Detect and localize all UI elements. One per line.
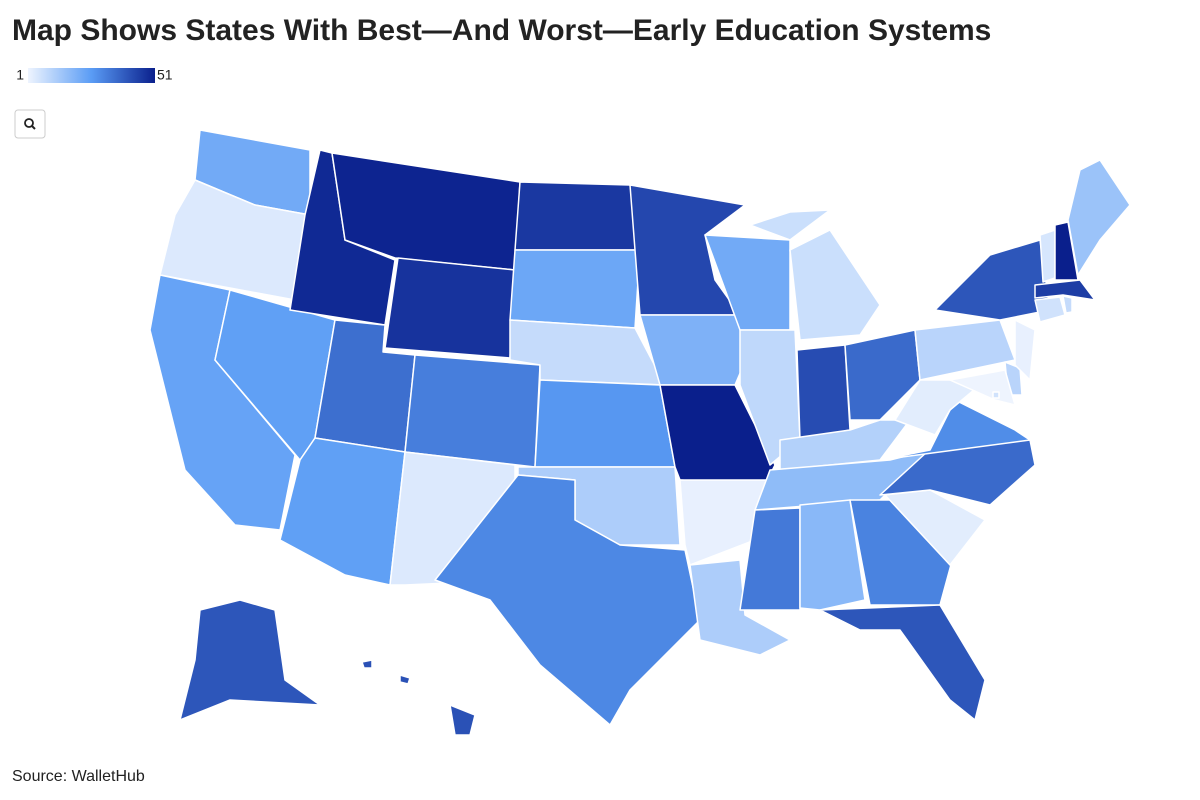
state bbox=[279, 437, 406, 586]
state bbox=[514, 181, 641, 251]
color-bar bbox=[28, 68, 155, 83]
state bbox=[749, 209, 881, 341]
state bbox=[534, 379, 676, 468]
search-button[interactable] bbox=[14, 109, 46, 139]
state bbox=[679, 479, 771, 566]
title: Map Shows States With Best—And Worst—Ear… bbox=[12, 14, 991, 47]
color-bar-label: 51 bbox=[157, 67, 173, 83]
color-bar-label: 1 bbox=[16, 67, 24, 83]
states bbox=[149, 129, 1131, 736]
state bbox=[1034, 279, 1096, 301]
state bbox=[796, 344, 851, 441]
state bbox=[799, 499, 866, 611]
source: Source: WalletHub bbox=[12, 768, 145, 785]
state bbox=[992, 391, 1000, 399]
state bbox=[639, 314, 751, 386]
state bbox=[179, 599, 321, 721]
state bbox=[1034, 296, 1066, 323]
state bbox=[404, 354, 541, 468]
state bbox=[384, 257, 516, 359]
state bbox=[509, 249, 641, 329]
state bbox=[1067, 159, 1131, 276]
state bbox=[1054, 221, 1079, 281]
state bbox=[819, 604, 986, 721]
state bbox=[1014, 319, 1036, 381]
state bbox=[879, 399, 1031, 461]
state bbox=[434, 474, 701, 726]
state bbox=[844, 329, 921, 421]
state bbox=[739, 507, 801, 611]
state bbox=[361, 659, 476, 736]
state bbox=[1039, 229, 1056, 283]
state bbox=[934, 239, 1051, 321]
state bbox=[1062, 295, 1073, 314]
